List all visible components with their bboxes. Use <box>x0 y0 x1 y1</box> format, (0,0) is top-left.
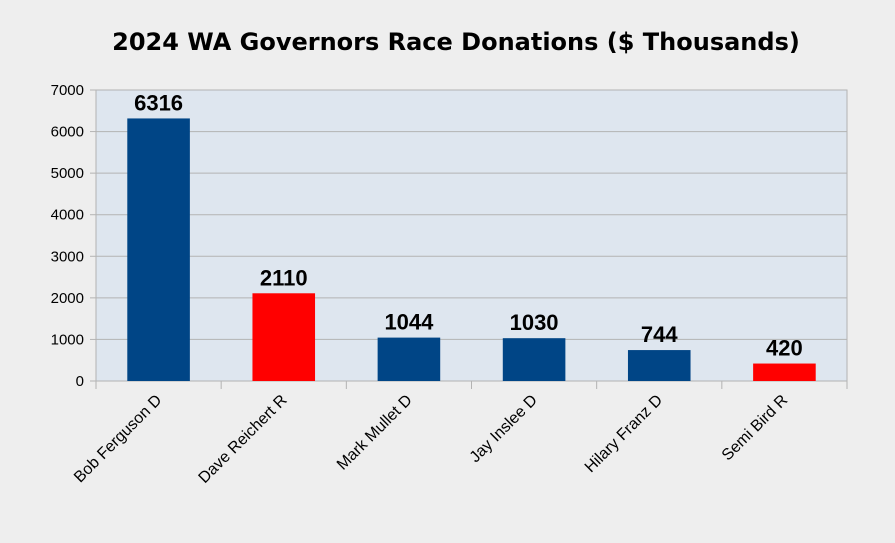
y-tick-label: 2000 <box>51 290 84 307</box>
x-tick-label: Dave Reichert R <box>196 392 291 487</box>
data-label: 6316 <box>134 90 183 115</box>
data-label: 1030 <box>510 310 559 335</box>
x-tick-label: Hilary Franz D <box>582 392 666 476</box>
y-tick-label: 6000 <box>51 124 84 141</box>
y-tick-label: 3000 <box>51 248 84 265</box>
bar <box>627 350 691 381</box>
bar <box>127 118 190 381</box>
x-tick-label: Jay Inslee D <box>467 392 541 466</box>
data-label: 1044 <box>384 310 434 335</box>
data-label: 744 <box>641 322 678 347</box>
x-tick-label: Bob Ferguson D <box>71 392 165 486</box>
bar <box>252 293 316 381</box>
data-label: 420 <box>766 336 803 361</box>
y-tick-label: 0 <box>76 373 84 390</box>
x-tick-label: Semi Bird R <box>719 392 791 464</box>
plot-area <box>96 90 847 381</box>
y-tick-label: 5000 <box>51 165 84 182</box>
bar <box>753 363 816 381</box>
y-tick-label: 4000 <box>51 207 84 224</box>
x-tick-label: Mark Mullet D <box>334 392 416 474</box>
bar <box>377 337 441 381</box>
data-label: 2110 <box>260 265 308 290</box>
bar <box>502 338 566 381</box>
y-tick-label: 7000 <box>51 82 84 99</box>
y-tick-label: 1000 <box>51 331 84 348</box>
chart-title: 2024 WA Governors Race Donations ($ Thou… <box>112 28 800 56</box>
